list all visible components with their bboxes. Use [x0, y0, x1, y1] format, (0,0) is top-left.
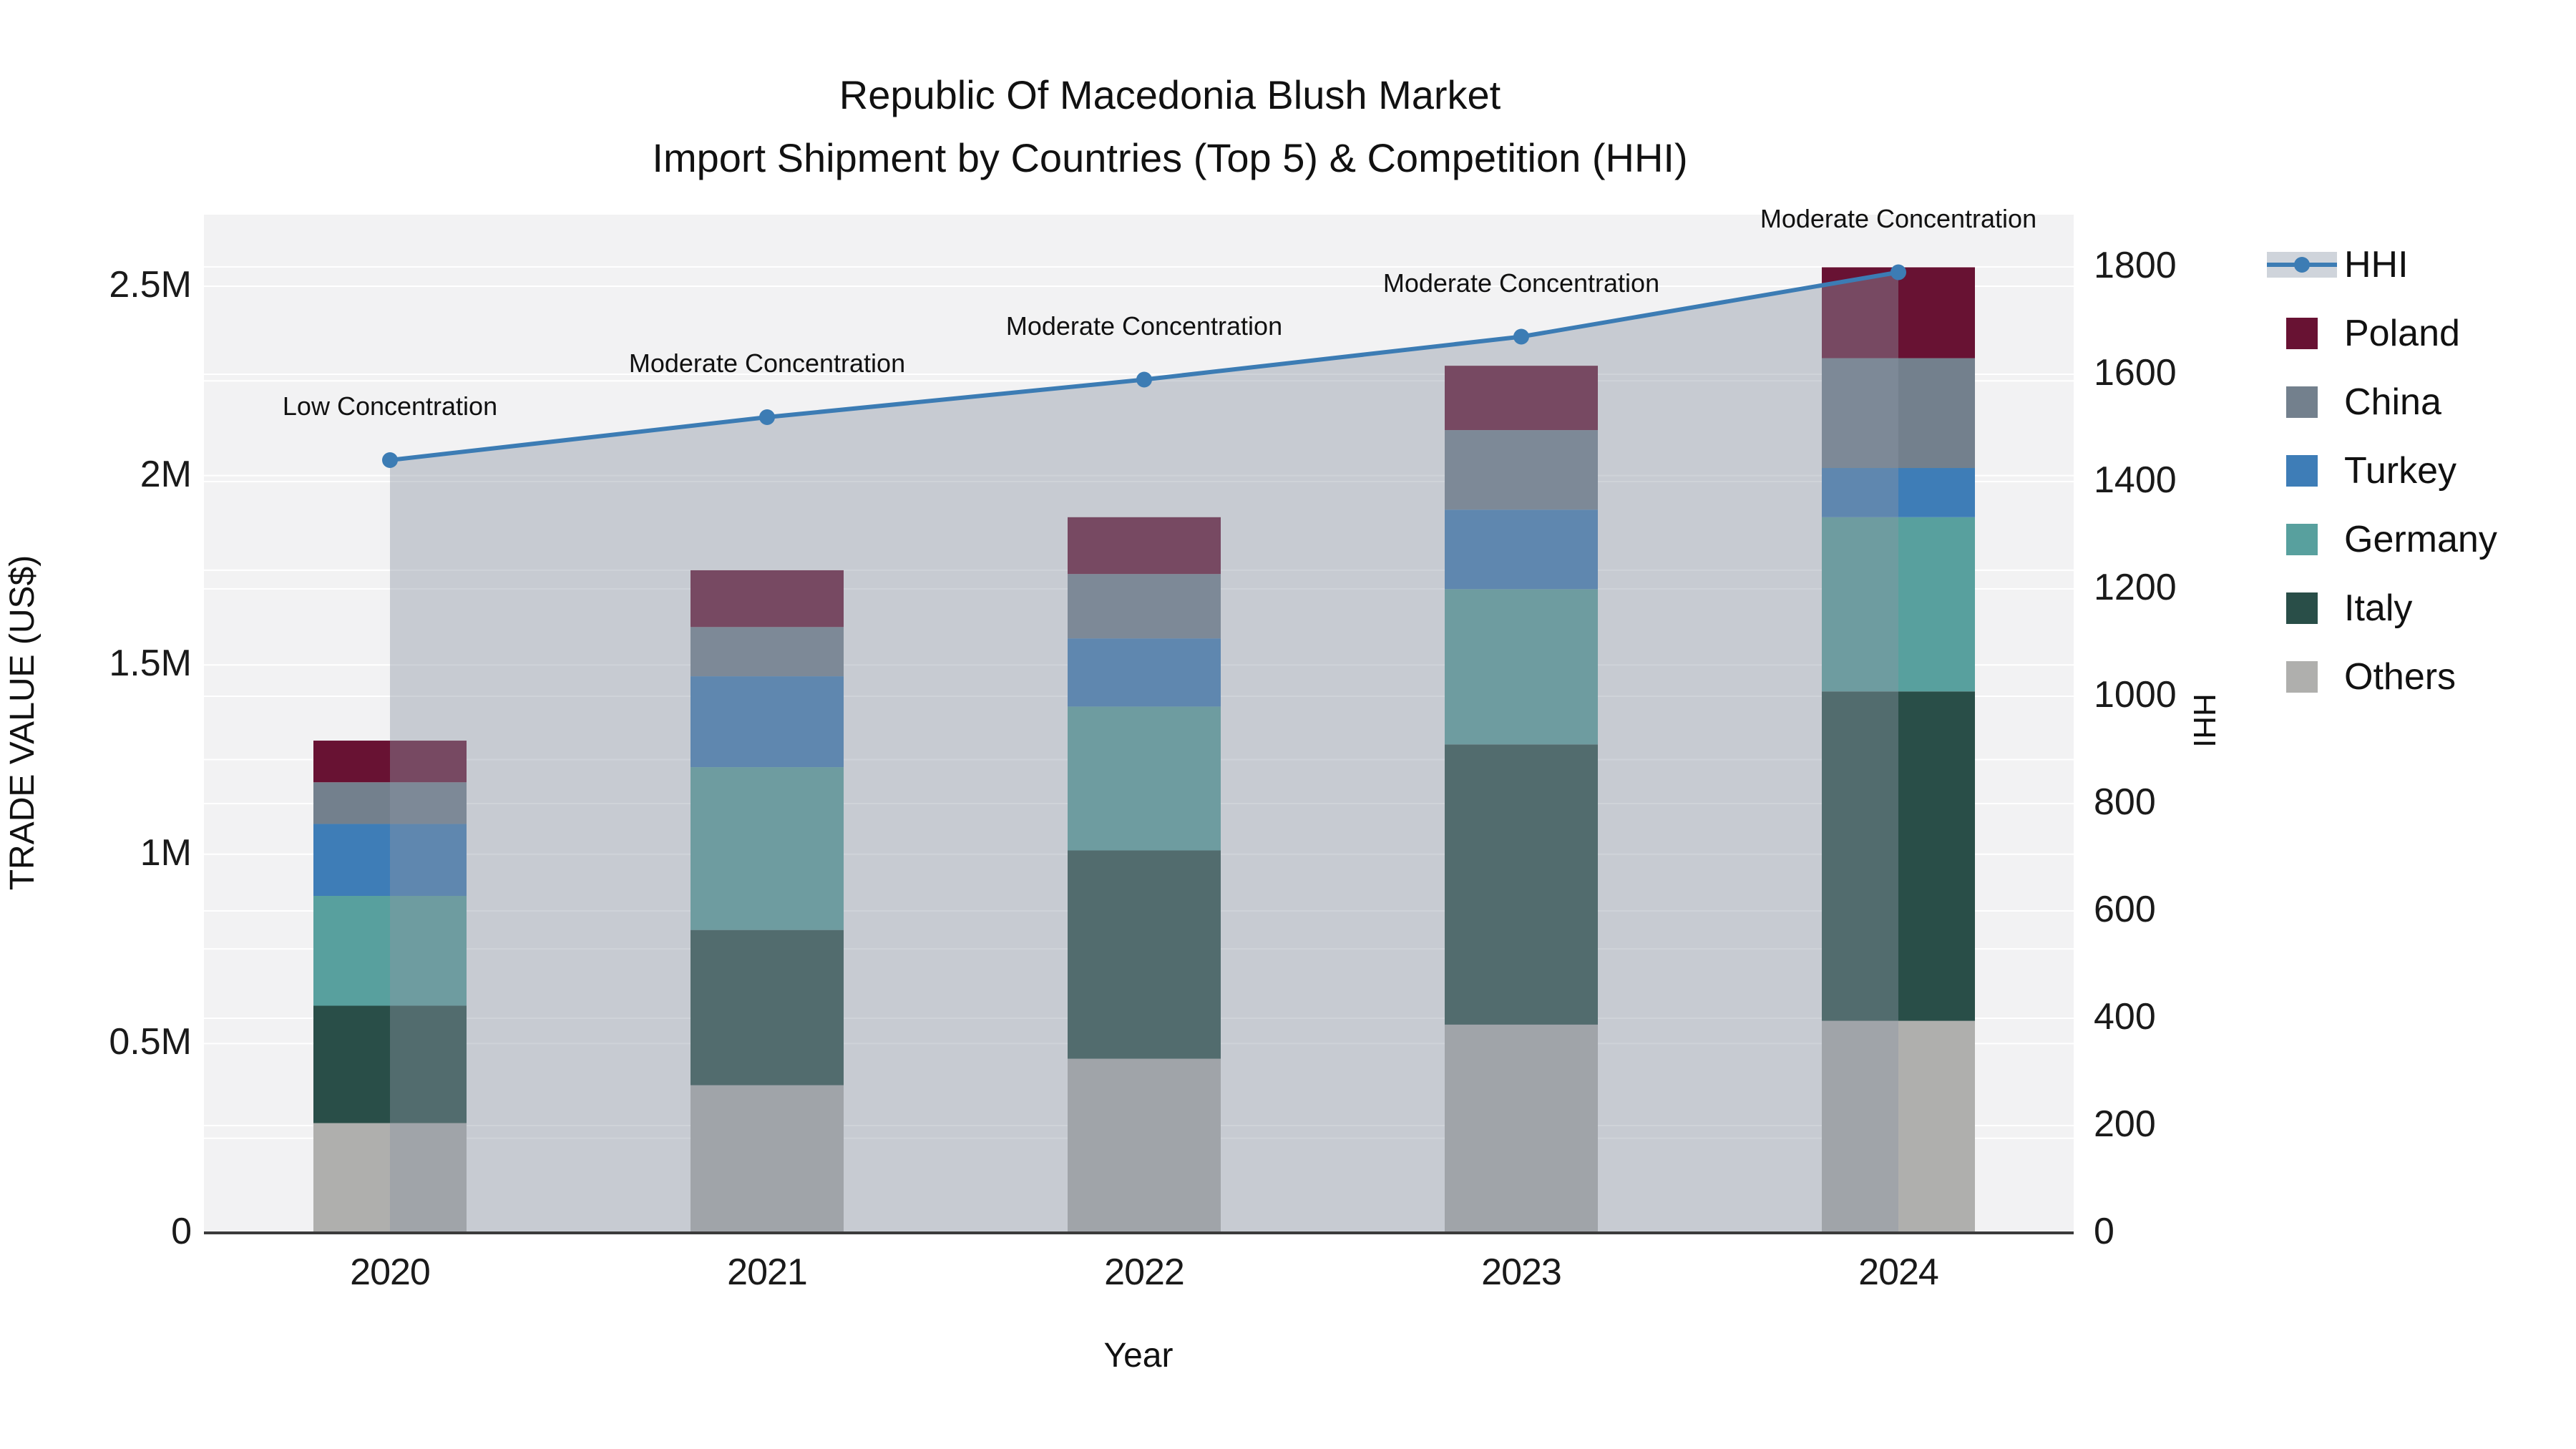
y-right-tick-label: 800 [2094, 781, 2156, 823]
bar-segment-germany-2021 [691, 767, 844, 930]
legend-item-germany[interactable]: Germany [2267, 517, 2497, 562]
y-right-tick-label: 1000 [2094, 674, 2177, 716]
bar-segment-turkey-2022 [1068, 638, 1221, 707]
legend-swatch-icon [2267, 517, 2337, 562]
hhi-marker [1513, 328, 1529, 345]
hhi-line-icon [2267, 242, 2337, 288]
legend-label: Others [2344, 656, 2457, 698]
legend-item-hhi[interactable]: HHI [2267, 242, 2409, 288]
bar-segment-poland-2020 [313, 741, 467, 783]
hhi-marker [382, 452, 398, 468]
bar-segment-germany-2022 [1068, 706, 1221, 851]
legend-item-others[interactable]: Others [2267, 654, 2456, 700]
annotation: Moderate Concentration [628, 348, 906, 378]
y-right-tick-label: 200 [2094, 1103, 2156, 1145]
hhi-marker [1890, 264, 1906, 280]
y-right-tick-label: 600 [2094, 889, 2156, 930]
y-axis-title-left: TRADE VALUE (US$) [4, 555, 42, 891]
bar-segment-china-2021 [691, 627, 844, 677]
y-left-tick-label: 0.5M [109, 1021, 192, 1063]
bar-segment-italy-2022 [1068, 850, 1221, 1059]
y-right-tick-label: 1600 [2094, 352, 2177, 394]
y-right-tick-label: 400 [2094, 996, 2156, 1038]
x-axis-title: Year [1103, 1337, 1174, 1375]
bar-segment-germany-2020 [313, 896, 467, 1006]
bar-segment-italy-2021 [691, 930, 844, 1085]
legend-swatch-icon [2267, 311, 2337, 356]
y-left-tick-label: 2M [140, 453, 192, 495]
bar-segment-poland-2021 [691, 570, 844, 628]
bar-segment-others-2021 [691, 1085, 844, 1233]
y-right-tick-label: 1800 [2094, 245, 2177, 286]
hhi-marker [1136, 371, 1152, 388]
bar-segment-others-2023 [1445, 1024, 1598, 1233]
annotation: Low Concentration [282, 391, 498, 421]
annotation: Moderate Concentration [1760, 203, 2037, 233]
bar-segment-poland-2023 [1445, 366, 1598, 431]
legend-label: China [2344, 381, 2441, 423]
y-right-tick-label: 0 [2094, 1211, 2114, 1252]
y-left-tick-label: 2.5M [109, 264, 192, 306]
bar-segment-china-2020 [313, 782, 467, 824]
legend-swatch-icon [2267, 379, 2337, 425]
legend-swatch-icon [2267, 654, 2337, 700]
legend-item-poland[interactable]: Poland [2267, 311, 2460, 356]
bar-segment-germany-2023 [1445, 589, 1598, 745]
bar-segment-china-2024 [1822, 358, 1975, 469]
bar-segment-poland-2022 [1068, 517, 1221, 575]
bar-segment-china-2023 [1445, 430, 1598, 510]
chart-title: Republic Of Macedonia Blush Market [839, 72, 1501, 117]
x-tick-label: 2024 [1858, 1252, 1939, 1293]
bar-segment-others-2022 [1068, 1058, 1221, 1233]
legend-swatch-icon [2267, 448, 2337, 494]
bar-segment-others-2020 [313, 1123, 467, 1233]
x-tick-label: 2020 [350, 1252, 431, 1293]
bar-segment-others-2024 [1822, 1020, 1975, 1233]
x-tick-label: 2022 [1104, 1252, 1185, 1293]
legend-label: Poland [2344, 313, 2460, 354]
bar-segment-turkey-2020 [313, 824, 467, 897]
x-tick-label: 2023 [1481, 1252, 1562, 1293]
x-tick-label: 2021 [727, 1252, 808, 1293]
bar-segment-germany-2024 [1822, 517, 1975, 692]
y-right-tick-label: 1400 [2094, 459, 2177, 501]
chart-subtitle: Import Shipment by Countries (Top 5) & C… [652, 135, 1688, 180]
legend-label: Italy [2344, 587, 2413, 629]
hhi-marker [759, 409, 775, 425]
y-left-tick-label: 1M [140, 831, 192, 874]
bar-segment-italy-2023 [1445, 744, 1598, 1025]
bar-segment-turkey-2023 [1445, 509, 1598, 590]
legend-item-turkey[interactable]: Turkey [2267, 448, 2457, 494]
annotation: Moderate Concentration [1382, 268, 1660, 298]
y-right-tick-label: 1200 [2094, 567, 2177, 608]
hhi-area-fill [390, 272, 1898, 1233]
y-left-tick-label: 1.5M [109, 643, 192, 685]
legend-item-china[interactable]: China [2267, 379, 2441, 425]
bar-segment-turkey-2024 [1822, 468, 1975, 517]
y-left-tick-label: 0 [171, 1211, 192, 1252]
bar-segment-italy-2024 [1822, 691, 1975, 1021]
annotation: Moderate Concentration [1005, 311, 1283, 341]
legend-label: Turkey [2344, 450, 2457, 492]
bar-segment-italy-2020 [313, 1005, 467, 1123]
legend-item-italy[interactable]: Italy [2267, 585, 2412, 631]
legend-label: HHI [2344, 244, 2409, 286]
bar-segment-china-2022 [1068, 574, 1221, 639]
legend-swatch-icon [2267, 585, 2337, 631]
legend-label: Germany [2344, 519, 2497, 560]
bar-segment-turkey-2021 [691, 676, 844, 768]
